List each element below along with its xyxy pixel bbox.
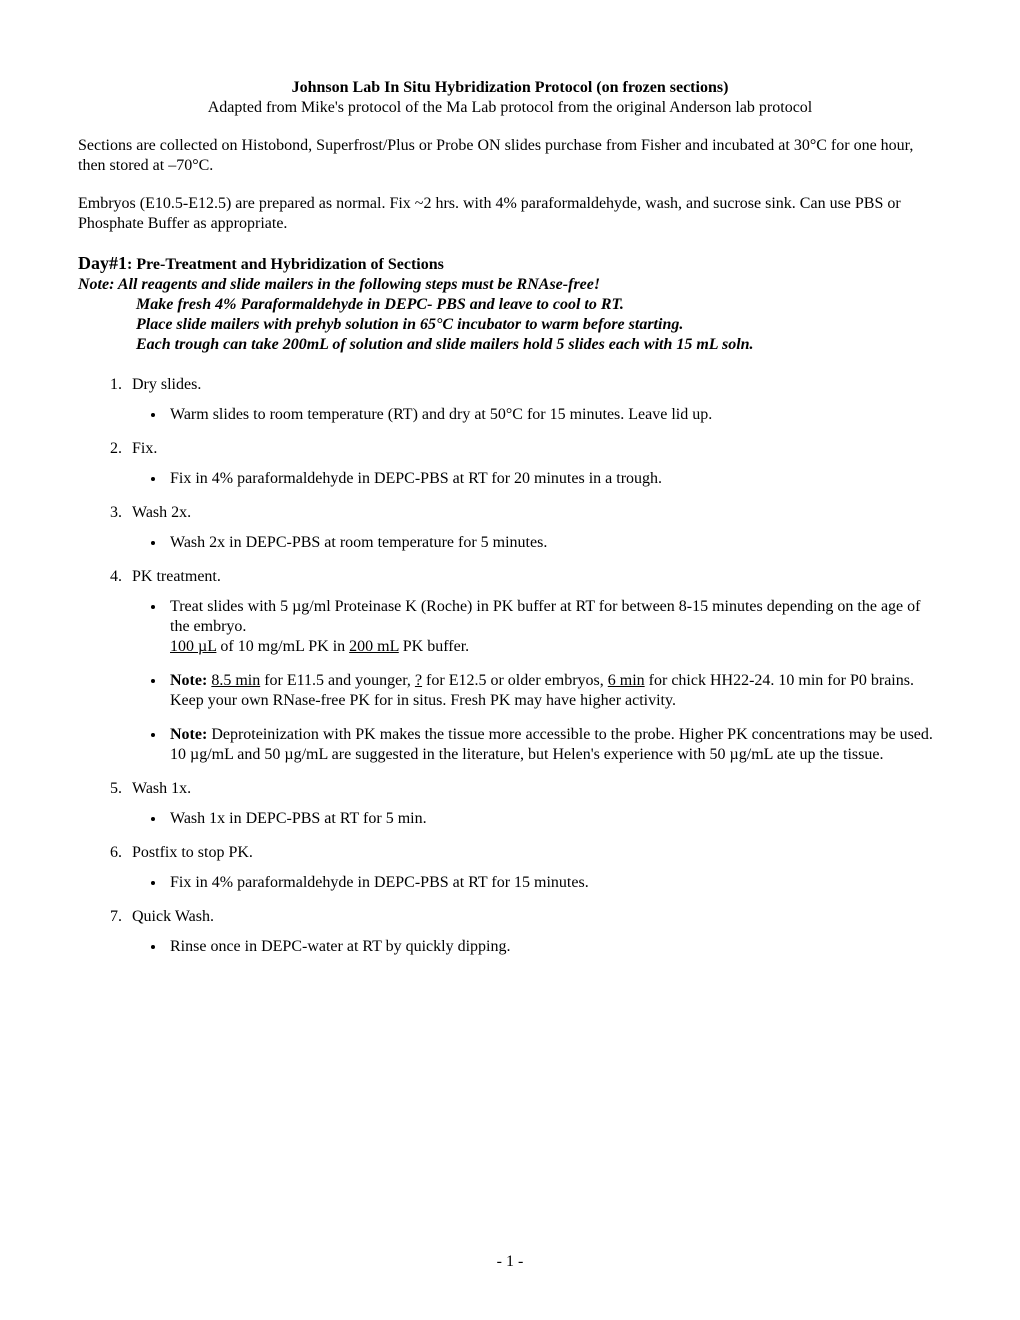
step-2-title: Fix. xyxy=(132,440,157,457)
step-3-bullet-1: Wash 2x in DEPC-PBS at room temperature … xyxy=(166,533,942,553)
day1-subheading: : Pre-Treatment and Hybridization of Sec… xyxy=(127,256,444,273)
page-number: - 1 - xyxy=(0,1252,1020,1272)
step-4-bullet-2-t2: for E12.5 or older embryos, xyxy=(422,672,608,689)
step-4-title: PK treatment. xyxy=(132,568,221,585)
step-4-bullet-1-mid: of 10 mg/mL PK in xyxy=(216,638,349,655)
step-4-bullet-3: Note: Deproteinization with PK makes the… xyxy=(166,725,942,765)
day1-note-line-4: Each trough can take 200mL of solution a… xyxy=(78,335,942,355)
protocol-steps-list: Dry slides. Warm slides to room temperat… xyxy=(78,375,942,957)
step-2-bullets: Fix in 4% paraformaldehyde in DEPC-PBS a… xyxy=(132,469,942,489)
step-3: Wash 2x. Wash 2x in DEPC-PBS at room tem… xyxy=(126,503,942,553)
step-5-title: Wash 1x. xyxy=(132,780,191,797)
step-4-bullet-1-end: PK buffer. xyxy=(399,638,469,655)
day1-note-line-2: Make fresh 4% Paraformaldehyde in DEPC- … xyxy=(78,295,942,315)
day1-note-line-3: Place slide mailers with prehyb solution… xyxy=(78,315,942,335)
day1-note-line-1: Note: All reagents and slide mailers in … xyxy=(78,275,942,295)
step-4-bullet-2-u2: ? xyxy=(415,672,422,689)
step-7-title: Quick Wash. xyxy=(132,908,214,925)
step-1-bullets: Warm slides to room temperature (RT) and… xyxy=(132,405,942,425)
step-5: Wash 1x. Wash 1x in DEPC-PBS at RT for 5… xyxy=(126,779,942,829)
intro-paragraph-2: Embryos (E10.5-E12.5) are prepared as no… xyxy=(78,194,942,234)
step-4-bullet-2-u3: 6 min xyxy=(608,672,645,689)
step-5-bullet-1: Wash 1x in DEPC-PBS at RT for 5 min. xyxy=(166,809,942,829)
step-4: PK treatment. Treat slides with 5 µg/ml … xyxy=(126,567,942,765)
step-4-bullet-1-underline-2: 200 mL xyxy=(349,638,399,655)
step-4-bullet-2-t1: for E11.5 and younger, xyxy=(260,672,415,689)
step-6-bullets: Fix in 4% paraformaldehyde in DEPC-PBS a… xyxy=(132,873,942,893)
step-6-bullet-1: Fix in 4% paraformaldehyde in DEPC-PBS a… xyxy=(166,873,942,893)
doc-subtitle: Adapted from Mike's protocol of the Ma L… xyxy=(78,98,942,118)
day1-label: Day#1 xyxy=(78,253,127,273)
note-label: Note: xyxy=(78,276,118,293)
step-2-bullet-1: Fix in 4% paraformaldehyde in DEPC-PBS a… xyxy=(166,469,942,489)
step-4-bullet-1-underline-1: 100 µL xyxy=(170,638,216,655)
doc-title: Johnson Lab In Situ Hybridization Protoc… xyxy=(78,78,942,98)
step-1: Dry slides. Warm slides to room temperat… xyxy=(126,375,942,425)
step-5-bullets: Wash 1x in DEPC-PBS at RT for 5 min. xyxy=(132,809,942,829)
step-4-bullets: Treat slides with 5 µg/ml Proteinase K (… xyxy=(132,597,942,765)
intro-paragraph-1: Sections are collected on Histobond, Sup… xyxy=(78,136,942,176)
step-1-bullet-1: Warm slides to room temperature (RT) and… xyxy=(166,405,942,425)
step-3-bullets: Wash 2x in DEPC-PBS at room temperature … xyxy=(132,533,942,553)
day1-heading: Day#1: Pre-Treatment and Hybridization o… xyxy=(78,252,942,275)
step-4-bullet-2-note-label: Note: xyxy=(170,672,207,689)
step-6: Postfix to stop PK. Fix in 4% paraformal… xyxy=(126,843,942,893)
step-3-title: Wash 2x. xyxy=(132,504,191,521)
step-1-title: Dry slides. xyxy=(132,376,201,393)
step-4-bullet-3-text: Deproteinization with PK makes the tissu… xyxy=(170,726,933,763)
step-7-bullets: Rinse once in DEPC-water at RT by quickl… xyxy=(132,937,942,957)
step-4-bullet-2: Note: 8.5 min for E11.5 and younger, ? f… xyxy=(166,671,942,711)
step-4-bullet-2-u1: 8.5 min xyxy=(211,672,260,689)
step-6-title: Postfix to stop PK. xyxy=(132,844,253,861)
step-7: Quick Wash. Rinse once in DEPC-water at … xyxy=(126,907,942,957)
step-4-bullet-1: Treat slides with 5 µg/ml Proteinase K (… xyxy=(166,597,942,657)
note-text-1: All reagents and slide mailers in the fo… xyxy=(118,276,600,293)
step-7-bullet-1: Rinse once in DEPC-water at RT by quickl… xyxy=(166,937,942,957)
step-4-bullet-1-text: Treat slides with 5 µg/ml Proteinase K (… xyxy=(170,598,920,635)
step-2: Fix. Fix in 4% paraformaldehyde in DEPC-… xyxy=(126,439,942,489)
step-4-bullet-3-note-label: Note: xyxy=(170,726,207,743)
